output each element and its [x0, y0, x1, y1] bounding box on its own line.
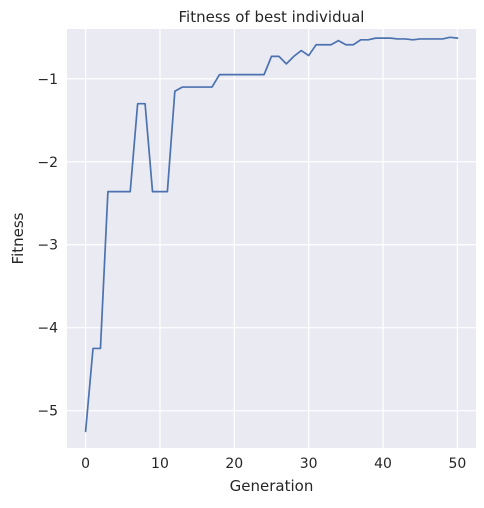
- x-tick-label: 40: [374, 456, 392, 472]
- y-axis-label: Fitness: [9, 212, 27, 264]
- plot-background: [67, 29, 476, 448]
- x-tick-label: 0: [81, 456, 90, 472]
- y-tick-label: −4: [37, 321, 58, 337]
- y-tick-label: −1: [37, 72, 58, 88]
- y-tick-label: −2: [37, 155, 58, 171]
- y-tick-label: −5: [37, 404, 58, 420]
- chart-title: Fitness of best individual: [179, 8, 365, 26]
- x-tick-label: 20: [225, 456, 243, 472]
- y-tick-label: −3: [37, 238, 58, 254]
- x-tick-label: 50: [448, 456, 466, 472]
- x-tick-label: 30: [300, 456, 318, 472]
- x-tick-label: 10: [151, 456, 169, 472]
- x-axis-label: Generation: [230, 477, 314, 495]
